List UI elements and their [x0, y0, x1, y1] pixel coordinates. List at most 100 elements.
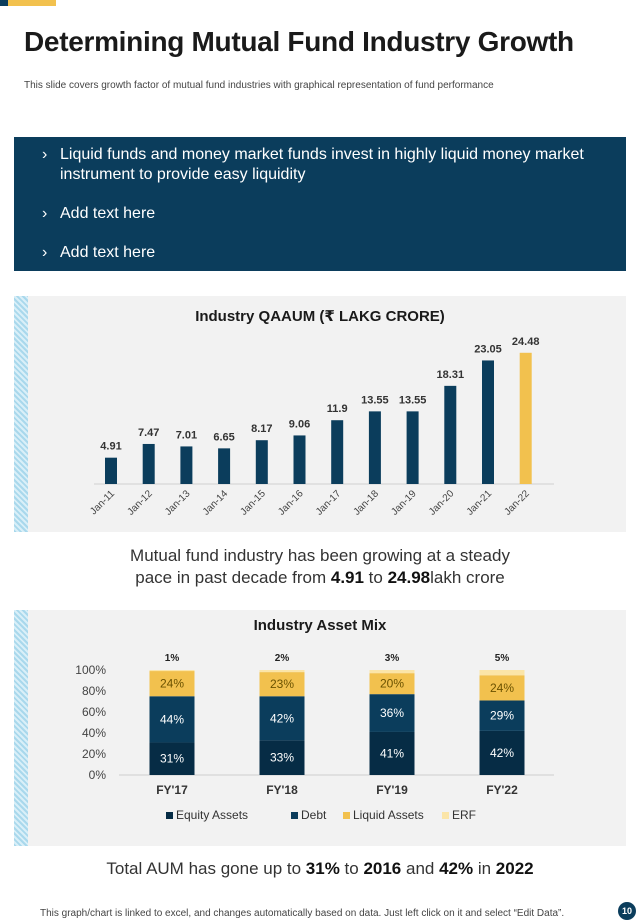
y-tick-label: 0% — [89, 768, 107, 782]
legend-label: Liquid Assets — [353, 808, 424, 822]
bullet-item: › Add text here — [42, 243, 606, 263]
segment-liquid-assets — [479, 675, 525, 701]
bullet-item: › Liquid funds and money market funds in… — [42, 145, 606, 185]
caption-text: lakh crore — [430, 568, 505, 587]
x-tick-label: Jan-18 — [352, 488, 382, 518]
qaaum-chart-title: Industry QAAUM (₹ LAKG CRORE) — [195, 308, 445, 325]
segment-erf — [479, 670, 525, 676]
segment-debt — [259, 696, 305, 741]
legend-swatch — [442, 812, 449, 819]
page-subtitle: This slide covers growth factor of mutua… — [24, 80, 494, 91]
bar-jan-20 — [444, 385, 457, 484]
segment-liquid-assets — [149, 671, 195, 697]
chevron-right-icon: › — [42, 205, 48, 222]
segment-equity-assets — [259, 740, 305, 775]
segment-label: 42% — [270, 711, 294, 725]
data-label: 7.47 — [138, 427, 159, 439]
x-tick-label: Jan-22 — [502, 488, 532, 518]
y-tick-label: 100% — [75, 663, 106, 677]
bullet-text: Add text here — [60, 205, 156, 222]
legend-label: Debt — [301, 808, 327, 822]
caption-value: 31% — [305, 859, 340, 878]
caption-text: and — [401, 859, 440, 878]
data-label: 13.55 — [361, 394, 389, 406]
caption-value-from: 4.91 — [330, 568, 364, 587]
x-tick-label: FY'19 — [376, 783, 408, 797]
data-label: 4.91 — [100, 441, 121, 453]
segment-equity-assets — [479, 730, 525, 775]
segment-equity-assets — [149, 742, 195, 775]
segment-label: 20% — [380, 677, 404, 691]
caption-value: 2022 — [495, 859, 534, 878]
caption-text: in — [473, 859, 496, 878]
bar-jan-11 — [105, 457, 117, 484]
legend-swatch — [166, 812, 173, 819]
segment-label: 3% — [385, 653, 400, 664]
bullet-text: Liquid funds and money market funds inve… — [60, 146, 584, 183]
segment-liquid-assets — [369, 673, 415, 695]
page-number: 10 — [618, 902, 636, 920]
segment-label: 24% — [490, 681, 514, 695]
y-tick-label: 20% — [82, 747, 106, 761]
bullet-text: Add text here — [60, 244, 156, 261]
top-accent-mark — [0, 0, 8, 6]
caption-value-to: 24.98 — [387, 568, 431, 587]
bar-jan-15 — [255, 440, 268, 484]
y-tick-label: 40% — [82, 726, 106, 740]
x-tick-label: FY'22 — [486, 783, 518, 797]
bar-jan-17 — [331, 420, 344, 484]
segment-label: 44% — [160, 712, 184, 726]
bar-jan-16 — [293, 435, 306, 484]
x-tick-label: Jan-17 — [314, 488, 344, 518]
x-tick-label: Jan-20 — [427, 488, 457, 518]
segment-erf — [259, 670, 305, 673]
growth-caption-line2: pace in past decade from 4.91 to 24.98la… — [0, 567, 640, 589]
bar-jan-21 — [482, 360, 494, 484]
chevron-right-icon: › — [42, 146, 48, 163]
qaaum-bar-chart: 4.91 Jan-11 7.47 Jan-12 7.01 Jan-13 6.65 Jan-14… — [88, 336, 554, 518]
bar-jan-22 — [519, 352, 532, 484]
page-title: Determining Mutual Fund Industry Growth — [24, 26, 574, 57]
segment-liquid-assets — [259, 672, 305, 697]
y-tick-label: 60% — [82, 705, 106, 719]
growth-caption-line1: Mutual fund industry has been growing at… — [130, 546, 510, 565]
panel-stripe — [14, 610, 28, 846]
caption-text: to — [363, 568, 388, 587]
x-tick-label: FY'18 — [266, 783, 298, 797]
panel-stripe — [14, 296, 28, 532]
bar-jan-14 — [218, 448, 231, 484]
segment-label: 1% — [165, 653, 180, 664]
data-label: 8.17 — [251, 423, 272, 435]
legend-label: ERF — [452, 808, 476, 822]
segment-label: 29% — [490, 709, 514, 723]
caption-text: Total AUM has gone up to — [106, 859, 306, 878]
data-label: 7.01 — [176, 429, 197, 441]
segment-debt — [479, 700, 525, 731]
legend-swatch — [343, 812, 350, 819]
segment-erf — [149, 670, 195, 672]
caption-text: pace in past decade from — [135, 568, 331, 587]
chevron-right-icon: › — [42, 244, 48, 261]
x-tick-label: Jan-12 — [125, 488, 155, 518]
x-tick-label: Jan-16 — [276, 488, 306, 518]
qaaum-chart-panel: Industry QAAUM (₹ LAKG CRORE) 4.91 Jan-11… — [14, 296, 626, 532]
segment-equity-assets — [369, 731, 415, 775]
caption-value: 2016 — [363, 859, 402, 878]
bar-jan-19 — [406, 411, 419, 484]
segment-label: 33% — [270, 751, 294, 765]
data-label: 9.06 — [289, 418, 310, 430]
bar-jan-13 — [180, 446, 193, 484]
segment-debt — [369, 694, 415, 732]
segment-label: 42% — [490, 746, 514, 760]
segment-label: 5% — [495, 653, 510, 664]
bar-jan-12 — [142, 443, 155, 484]
segment-debt — [149, 696, 195, 743]
data-label: 23.05 — [474, 343, 502, 355]
segment-label: 31% — [160, 752, 184, 766]
x-tick-label: Jan-14 — [201, 488, 231, 518]
top-accent-bar — [0, 0, 56, 6]
segment-label: 23% — [270, 677, 294, 691]
x-tick-label: Jan-15 — [239, 488, 269, 518]
x-tick-label: FY'17 — [156, 783, 188, 797]
caption-value: 42% — [439, 859, 474, 878]
